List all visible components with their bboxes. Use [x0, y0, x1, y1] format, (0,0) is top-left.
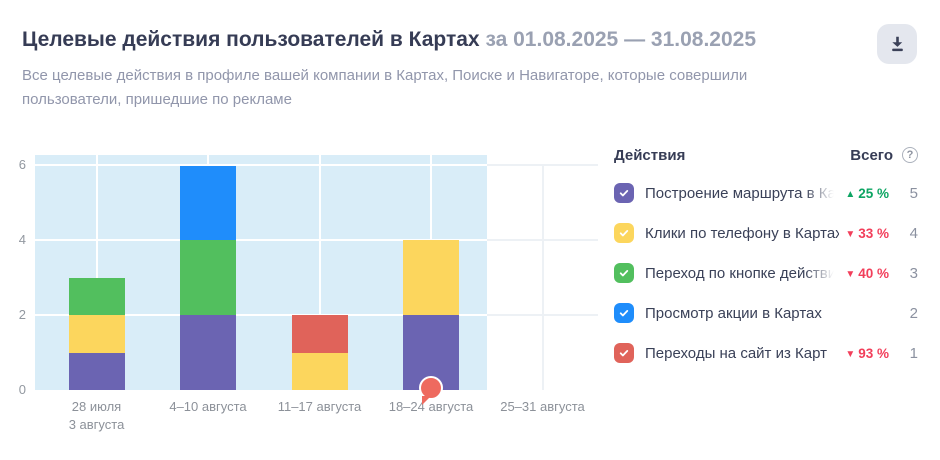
legend-action-label: Переходы на сайт из Карт [645, 344, 827, 362]
triangle-down-icon: ▼ [845, 348, 856, 360]
total-count: 4 [909, 224, 918, 242]
subtitle-line-1: Все целевые действия в профиле вашей ком… [22, 67, 748, 84]
y-axis-tick-label: 6 [18, 157, 26, 173]
download-icon [889, 35, 906, 53]
x-axis-category-label: 11–17 августа [277, 399, 362, 414]
total-count: 2 [909, 304, 918, 322]
legend-row-values: ▼ 93 % 1 [845, 345, 918, 362]
delta-percent: ▼ 93 % [845, 345, 889, 361]
checkbox-checked-icon[interactable] [614, 343, 634, 363]
legend-row[interactable]: Просмотр акции в Картах 2 [614, 293, 918, 333]
legend-row[interactable]: Клики по телефону в Картах ▼ 33 % 4 [614, 213, 918, 253]
bar-segment[interactable] [291, 352, 348, 390]
x-axis-category-label: 25–31 августа [500, 399, 585, 414]
bar-segment[interactable] [68, 315, 125, 353]
download-button[interactable] [877, 24, 917, 64]
legend-row[interactable]: Переходы на сайт из Карт ▼ 93 % 1 [614, 333, 918, 373]
legend-row-values: ▼ 33 % 4 [845, 225, 918, 242]
gridline-horizontal [35, 239, 598, 242]
y-axis-tick-label: 2 [18, 307, 26, 323]
gridline-horizontal [35, 164, 598, 167]
help-icon[interactable]: ? [902, 147, 918, 163]
title-row: Целевые действия пользователей в Картах … [22, 27, 852, 53]
legend-action-label: Построение маршрута в Картах [645, 184, 840, 202]
legend-action-label: Клики по телефону в Картах [645, 224, 840, 242]
legend-rows: Построение маршрута в Картах ▲25 % 5 Клики … [614, 173, 918, 373]
legend-action-label: Переход по кнопке действия из Карт [645, 264, 840, 282]
delta-percent: ▼ 33 % [845, 225, 889, 241]
chart-section: 0 2 4 6 28 июля 3 августа 4–10 августа 11–17 ав… [0, 155, 614, 445]
triangle-down-icon: ▼ [845, 228, 856, 240]
checkbox-checked-icon[interactable] [614, 183, 634, 203]
legend-row-values: 2 [898, 305, 918, 322]
y-axis-tick-label: 0 [18, 382, 26, 397]
legend-row-values: ▲ 25 % 5 [845, 185, 918, 202]
gridline-vertical [95, 155, 98, 390]
bar-segment[interactable] [180, 165, 236, 241]
bar-segment[interactable] [403, 240, 459, 316]
checkbox-checked-icon[interactable] [614, 263, 634, 283]
gridline-vertical [541, 166, 544, 390]
subtitle-line-2: пользователи, пришедшие по рекламе [22, 91, 292, 108]
legend-action-label: Просмотр акции в Картах [645, 304, 822, 322]
triangle-up-icon: ▲ [845, 188, 856, 200]
page-title: Целевые действия пользователей в Картах [22, 28, 480, 51]
gridline-horizontal [35, 314, 598, 317]
checkbox-checked-icon[interactable] [614, 223, 634, 243]
legend-header-actions: Действия [614, 146, 686, 164]
x-axis-category-label: 4–10 августа [169, 399, 247, 414]
bar-segment[interactable] [291, 315, 348, 353]
delta-percent: ▼ 40 % [845, 265, 889, 281]
total-count: 5 [909, 184, 918, 202]
map-balloon-marker[interactable] [419, 376, 445, 406]
gridline-vertical [318, 155, 321, 390]
total-count: 3 [909, 264, 918, 282]
total-count: 1 [909, 344, 918, 362]
triangle-down-icon: ▼ [845, 268, 856, 280]
legend-header-total: Всего [850, 146, 893, 164]
bar-segment[interactable] [180, 240, 236, 316]
chart-plot [35, 155, 598, 405]
legend-row[interactable]: Переход по кнопке действия из Карт ▼40 % 3 [614, 253, 918, 293]
legend-panel: Действия Всего ? Построение маршрута в К… [614, 145, 918, 373]
bar-segment[interactable] [68, 277, 125, 316]
x-axis-category-label: 18–24 августа [388, 399, 474, 414]
bar-segment[interactable] [68, 352, 125, 390]
legend-row[interactable]: Построение маршрута в Картах ▲25 % 5 [614, 173, 918, 213]
bar-segment[interactable] [180, 315, 236, 390]
balloon-tail-icon [422, 396, 431, 405]
page-subtitle: Все целевые действия в профиле вашей ком… [22, 64, 832, 112]
report-period: за 01.08.2025 — 31.08.2025 [485, 28, 757, 51]
legend-row-values: ▼ 40 % 3 [845, 265, 918, 282]
legend-header: Действия Всего ? [614, 145, 918, 165]
x-axis-category-label: 28 июля 3 августа [68, 399, 125, 432]
checkbox-checked-icon[interactable] [614, 303, 634, 323]
y-axis-tick-label: 4 [18, 232, 26, 248]
delta-percent: ▲ 25 % [845, 185, 889, 201]
